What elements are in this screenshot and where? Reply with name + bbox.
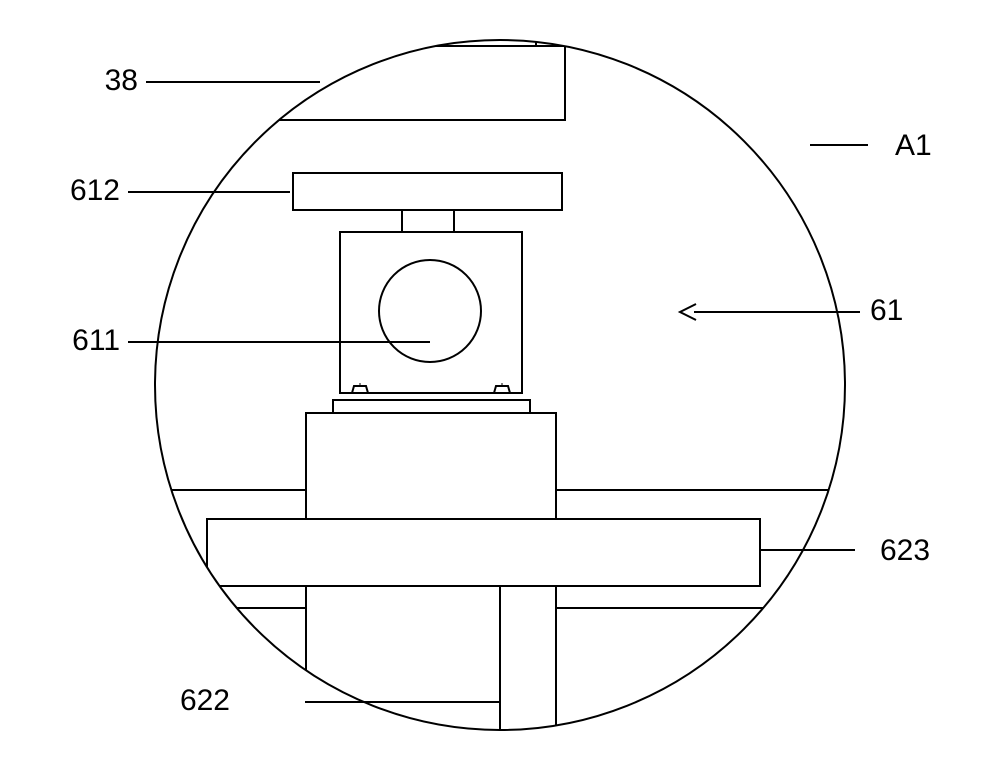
technical-diagram: 38 612 611 622 A1 623 61 bbox=[0, 0, 1000, 771]
part-38 bbox=[280, 46, 565, 120]
mid-block bbox=[306, 413, 556, 519]
label-612: 612 bbox=[70, 174, 120, 207]
diagram-container: 38 612 611 622 A1 623 61 bbox=[0, 0, 1000, 771]
part-611-body bbox=[340, 232, 522, 393]
label-A1: A1 bbox=[895, 129, 932, 162]
part-623 bbox=[207, 519, 760, 586]
plate-stem bbox=[402, 210, 454, 232]
label-623: 623 bbox=[880, 534, 930, 567]
part-611-hole bbox=[379, 260, 481, 362]
label-61: 61 bbox=[870, 294, 903, 327]
label-622: 622 bbox=[180, 684, 230, 717]
label-611: 611 bbox=[72, 324, 120, 357]
label-38: 38 bbox=[105, 64, 138, 97]
part-622 bbox=[306, 586, 556, 771]
diagram-contents bbox=[0, 0, 1000, 771]
part-612 bbox=[293, 173, 562, 210]
arrow-61 bbox=[680, 304, 696, 320]
bolts bbox=[352, 383, 510, 393]
part-611-baseplate bbox=[333, 400, 530, 413]
